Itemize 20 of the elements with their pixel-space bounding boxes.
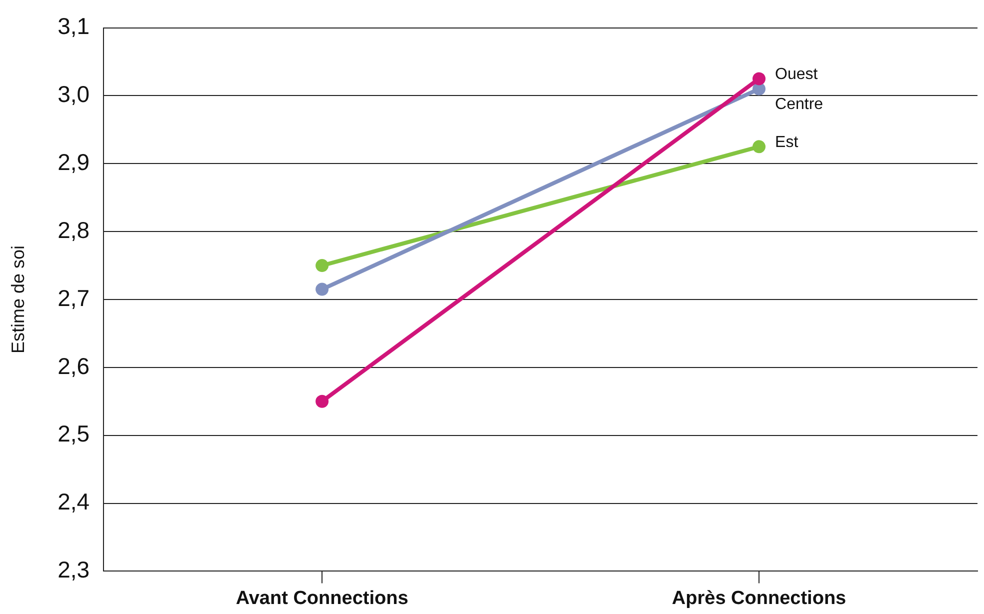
y-axis-title: Estime de soi (8, 245, 28, 354)
point (752, 140, 766, 154)
point (752, 72, 766, 86)
series-label: Centre (775, 96, 824, 114)
x-tick-label: Avant Connections (236, 588, 408, 609)
point (316, 282, 329, 296)
y-tick-label: 2,6 (58, 352, 90, 379)
y-tick-label: 2,9 (58, 148, 90, 175)
y-tick-label: 2,5 (58, 420, 90, 447)
x-tick-label: Après Connections (672, 588, 846, 609)
y-tick-label: 2,8 (58, 216, 90, 243)
point (316, 394, 329, 408)
series-label: Est (775, 134, 799, 152)
y-tick-label: 2,3 (58, 556, 90, 583)
y-tick-label: 3,1 (58, 13, 90, 40)
y-tick-label: 2,7 (58, 284, 90, 311)
y-tick-label: 2,4 (58, 488, 90, 515)
series-label: Ouest (775, 66, 818, 84)
y-tick-label: 3,0 (58, 81, 90, 108)
point (316, 259, 329, 272)
